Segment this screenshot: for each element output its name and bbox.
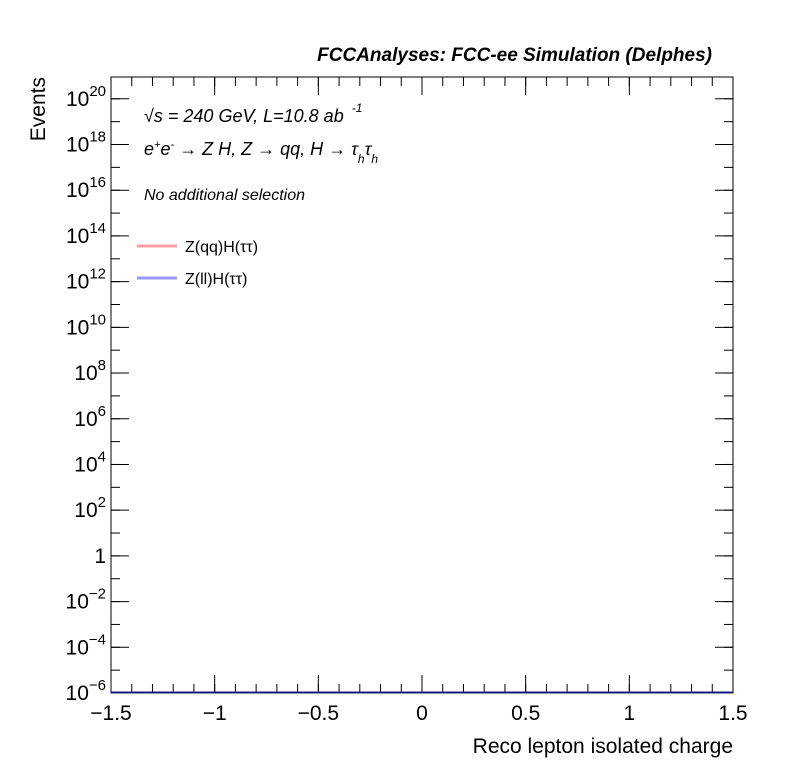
y-tick-label: 1	[94, 545, 106, 568]
x-tick-label: 0	[416, 702, 428, 725]
y-tick-label: 10−4	[66, 631, 106, 659]
y-tick-exponent: 2	[98, 494, 106, 511]
y-tick-exponent: 6	[98, 403, 106, 420]
y-tick-exponent: 18	[89, 129, 106, 146]
y-axis-title: Events	[27, 77, 50, 141]
annotation-part: s = 240 GeV, L=10.8 ab	[154, 106, 344, 126]
y-tick-label: 106	[74, 403, 106, 431]
annotation: √s = 240 GeV, L=10.8 ab -1	[144, 101, 362, 126]
x-tick-label: −0.5	[298, 702, 339, 725]
y-tick-base: 10	[74, 453, 97, 476]
legend-label: Z(qq)H(ττ)	[185, 239, 258, 256]
legend-label: Z(ll)H(ττ)	[185, 271, 247, 288]
y-tick-exponent: −2	[89, 586, 106, 603]
y-tick-label: 104	[74, 448, 106, 476]
annotation-part: τ	[365, 139, 373, 159]
y-tick-base: 10	[66, 179, 89, 202]
y-tick-label: 1012	[66, 266, 106, 294]
y-tick-label: 1020	[66, 83, 106, 111]
y-tick-base: 10	[66, 682, 89, 705]
annotation: e+e- → Z H, Z → qq, H → τhτh	[144, 139, 378, 166]
y-tick-exponent: 12	[89, 266, 106, 283]
y-tick-label: 108	[74, 357, 106, 385]
x-tick-label: 0.5	[511, 702, 540, 725]
y-tick-label: 10−6	[66, 677, 106, 705]
y-tick-exponent: 16	[89, 174, 106, 191]
y-tick-base: 10	[74, 408, 97, 431]
y-tick-label: 1010	[66, 311, 106, 339]
y-tick-base: 10	[74, 362, 97, 385]
y-tick-label: 102	[74, 494, 106, 522]
y-tick-base: 10	[74, 499, 97, 522]
y-tick-base: 10	[66, 316, 89, 339]
annotation-part: -	[170, 139, 174, 151]
annotation-part: -1	[352, 101, 363, 115]
x-tick-label: −1.5	[90, 702, 131, 725]
annotation-part: e	[144, 139, 154, 159]
y-tick-base: 10	[66, 591, 89, 614]
y-tick-exponent: −6	[89, 677, 106, 694]
annotation-part: h	[371, 152, 378, 166]
annotation-part: √	[144, 106, 154, 126]
y-tick-exponent: 20	[89, 83, 106, 100]
annotation-part: → Z H, Z → qq, H → τ	[174, 139, 359, 159]
annotation-part: h	[358, 152, 365, 166]
y-tick-exponent: 8	[98, 357, 106, 374]
x-tick-label: 1.5	[718, 702, 747, 725]
annotation: No additional selection	[144, 187, 305, 204]
y-tick-exponent: −4	[89, 631, 106, 648]
x-tick-label: −1	[203, 702, 227, 725]
x-tick-label: 1	[623, 702, 635, 725]
y-tick-base: 10	[66, 88, 89, 111]
y-tick-exponent: 4	[98, 448, 106, 465]
annotation-part: +	[154, 139, 161, 151]
annotation-part: e	[160, 139, 170, 159]
y-tick-base: 10	[66, 225, 89, 248]
y-tick-base: 10	[66, 636, 89, 659]
y-tick-label: 1014	[66, 220, 106, 248]
y-tick-label: 10−2	[66, 586, 106, 614]
y-tick-base: 10	[66, 271, 89, 294]
y-tick-exponent: 14	[89, 220, 106, 237]
chart-title: FCCAnalyses: FCC-ee Simulation (Delphes)	[317, 45, 712, 66]
y-tick-exponent: 10	[89, 311, 106, 328]
y-tick-base: 10	[66, 134, 89, 157]
x-axis-title: Reco lepton isolated charge	[473, 735, 733, 758]
y-tick-label: 1018	[66, 129, 106, 157]
y-tick-label: 1016	[66, 174, 106, 202]
